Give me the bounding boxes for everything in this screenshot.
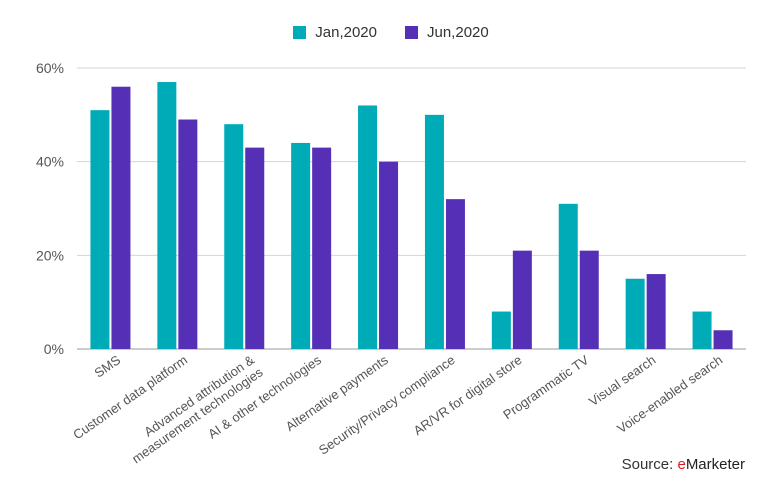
source-prefix: Source: <box>621 456 678 473</box>
legend-item-jan-2020: Jan,2020 <box>293 24 377 41</box>
bar-jun-7 <box>579 250 599 349</box>
y-tick-label-40: 40% <box>36 154 64 170</box>
x-tick-label-5: Security/Privacy compliance <box>316 352 458 458</box>
emarketer-logo-text: Marketer <box>685 456 745 473</box>
bar-jan-6 <box>491 311 511 349</box>
bar-jun-6 <box>512 250 532 349</box>
x-tick-label-0: SMS <box>91 352 123 381</box>
bar-jun-1 <box>178 119 198 350</box>
y-tick-label-60: 60% <box>36 60 64 76</box>
x-tick-label-line: SMS <box>91 352 123 381</box>
x-tick-label-6: AR/VR for digital store <box>411 352 525 438</box>
source-credit: Source: eMarketer <box>622 456 745 473</box>
bar-jun-4 <box>379 161 399 349</box>
legend-item-jun-2020: Jun,2020 <box>405 24 489 41</box>
bar-jan-0 <box>90 110 110 350</box>
legend-label-jan-2020: Jan,2020 <box>315 24 377 41</box>
x-tick-label-line: Advanced attribution & <box>141 352 257 440</box>
legend-label-jun-2020: Jun,2020 <box>427 24 489 41</box>
bar-jun-3 <box>312 147 332 349</box>
bar-jan-3 <box>291 142 311 349</box>
bar-jan-1 <box>157 82 177 350</box>
y-tick-label-0: 0% <box>44 341 64 357</box>
legend-swatch-jun-2020 <box>405 26 418 39</box>
legend: Jan,2020 Jun,2020 <box>0 24 782 41</box>
bar-jun-8 <box>646 274 666 349</box>
bar-jan-9 <box>692 311 712 349</box>
bar-jun-5 <box>445 199 465 349</box>
bar-jan-5 <box>424 114 444 349</box>
bar-jan-8 <box>625 278 645 349</box>
bar-jun-2 <box>245 147 265 349</box>
bar-jun-9 <box>713 330 733 349</box>
legend-swatch-jan-2020 <box>293 26 307 39</box>
bar-jun-0 <box>111 86 131 349</box>
x-tick-label-line: AR/VR for digital store <box>411 352 525 438</box>
bar-jan-4 <box>358 105 378 349</box>
bar-jan-2 <box>224 124 244 349</box>
bar-jan-7 <box>558 203 578 349</box>
y-tick-label-20: 20% <box>36 247 64 263</box>
emarketer-logo-e: e <box>677 456 686 473</box>
x-tick-label-line: Security/Privacy compliance <box>316 352 458 458</box>
